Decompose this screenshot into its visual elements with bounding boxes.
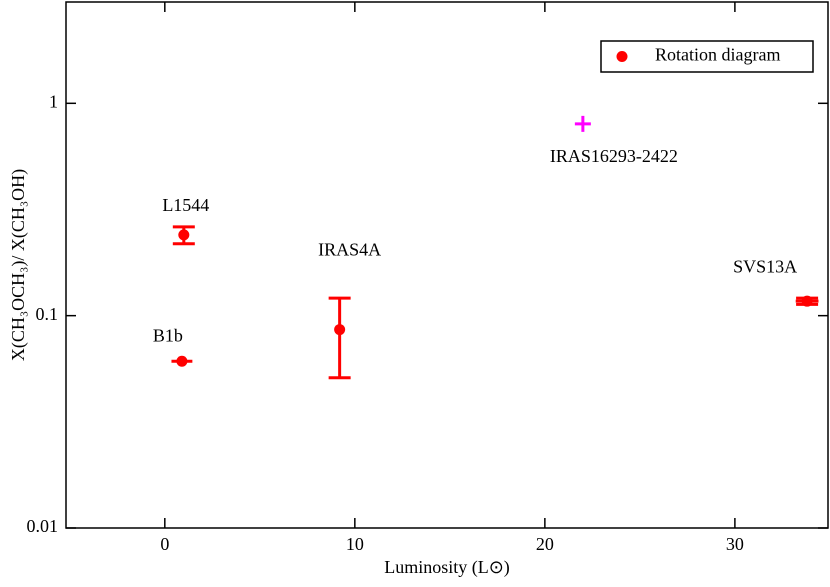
y-axis-label: X(CH₃OCH₃)/ X(CH₃OH) [8,169,29,361]
point [334,324,346,336]
point-label: IRAS16293-2422 [550,146,678,166]
y-tick-label: 0.1 [36,304,59,324]
x-tick-label: 0 [160,534,169,554]
point [178,229,190,241]
legend-marker [616,51,628,62]
y-tick-label: 1 [49,91,58,111]
plus-marker [574,115,591,132]
x-tick-label: 30 [726,534,744,554]
legend-label: Rotation diagram [655,45,780,65]
plot-frame [65,1,829,529]
x-tick-label: 10 [346,534,364,554]
point-label: L1544 [162,195,209,215]
point [176,355,188,367]
x-tick-label: 20 [536,534,554,554]
y-tick-label: 0.01 [27,516,59,536]
point-label: SVS13A [733,256,797,276]
point-label: B1b [153,325,183,345]
x-axis-label: Luminosity (L⊙) [384,557,510,578]
point-label: IRAS4A [318,240,381,260]
legend-box [600,40,814,73]
point [801,295,813,307]
